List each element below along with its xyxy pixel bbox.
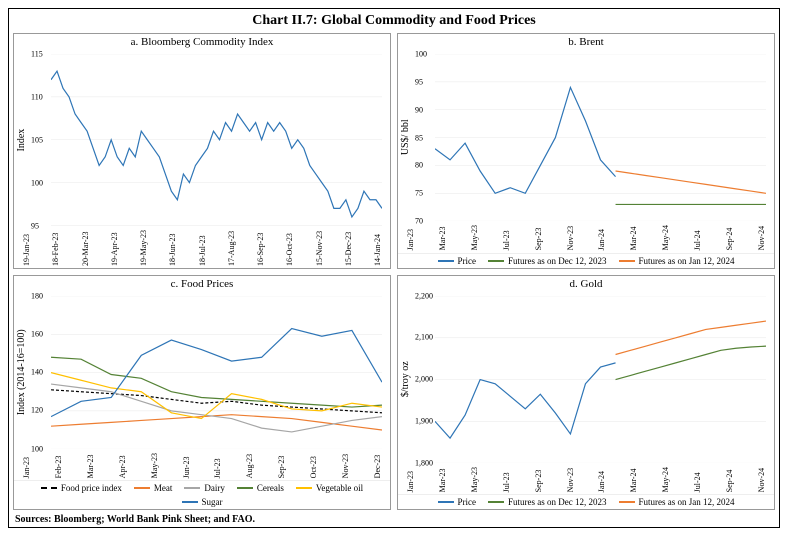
- legend-item: Cereals: [237, 483, 284, 493]
- panel-c-ylabel: Index (2014-16=100): [14, 292, 29, 453]
- panel-d-title: d. Gold: [398, 276, 774, 292]
- panel-a-title: a. Bloomberg Commodity Index: [14, 34, 390, 50]
- chart-title: Chart II.7: Global Commodity and Food Pr…: [13, 13, 775, 29]
- panel-d: d. Gold $/troy oz 1,8001,9002,0002,1002,…: [397, 275, 775, 511]
- chart-sources: Sources: Bloomberg; World Bank Pink Shee…: [13, 510, 775, 525]
- legend-item: Price: [438, 497, 477, 507]
- panel-grid: a. Bloomberg Commodity Index Index 95100…: [13, 33, 775, 510]
- panel-b: b. Brent US$/ bbl 707580859095100 Jan-23…: [397, 33, 775, 269]
- panel-b-legend: Price Futures as on Dec 12, 2023 Futures a…: [398, 253, 774, 268]
- legend-item: Price: [438, 256, 477, 266]
- legend-item: Futures as on Dec 12, 2023: [488, 497, 607, 507]
- panel-d-xticks: Jan-23Mar-23May-23Jul-23Sep-23Nov-23Jan-…: [398, 467, 774, 494]
- panel-c: c. Food Prices Index (2014-16=100) 10012…: [13, 275, 391, 511]
- legend-item: Vegetable oil: [296, 483, 363, 493]
- panel-c-legend: Food price index Meat Dairy Cereals Vegetabl…: [14, 480, 390, 509]
- panel-c-title: c. Food Prices: [14, 276, 390, 292]
- legend-item: Futures as on Jan 12, 2024: [619, 497, 735, 507]
- panel-d-legend: Price Futures as on Dec 12, 2023 Futures a…: [398, 494, 774, 509]
- legend-item: Futures as on Dec 12, 2023: [488, 256, 607, 266]
- panel-a-xticks: 19-Jan-2318-Feb-2320-Mar-2319-Apr-2319-M…: [14, 230, 390, 268]
- panel-c-xticks: Jan-23Feb-23Mar-23Apr-23May-23Jun-23Jul-…: [14, 453, 390, 480]
- panel-a-ylabel: Index: [14, 50, 29, 230]
- chart-container: Chart II.7: Global Commodity and Food Pr…: [8, 8, 780, 528]
- legend-item: Sugar: [182, 497, 223, 507]
- panel-b-ylabel: US$/ bbl: [398, 50, 413, 225]
- legend-item: Futures as on Jan 12, 2024: [619, 256, 735, 266]
- panel-d-ylabel: $/troy oz: [398, 292, 413, 467]
- legend-item: Dairy: [184, 483, 225, 493]
- panel-b-xticks: Jan-23Mar-23May-23Jul-23Sep-23Nov-23Jan-…: [398, 225, 774, 252]
- panel-b-title: b. Brent: [398, 34, 774, 50]
- legend-item: Meat: [134, 483, 173, 493]
- legend-item: Food price index: [41, 483, 122, 493]
- panel-a: a. Bloomberg Commodity Index Index 95100…: [13, 33, 391, 269]
